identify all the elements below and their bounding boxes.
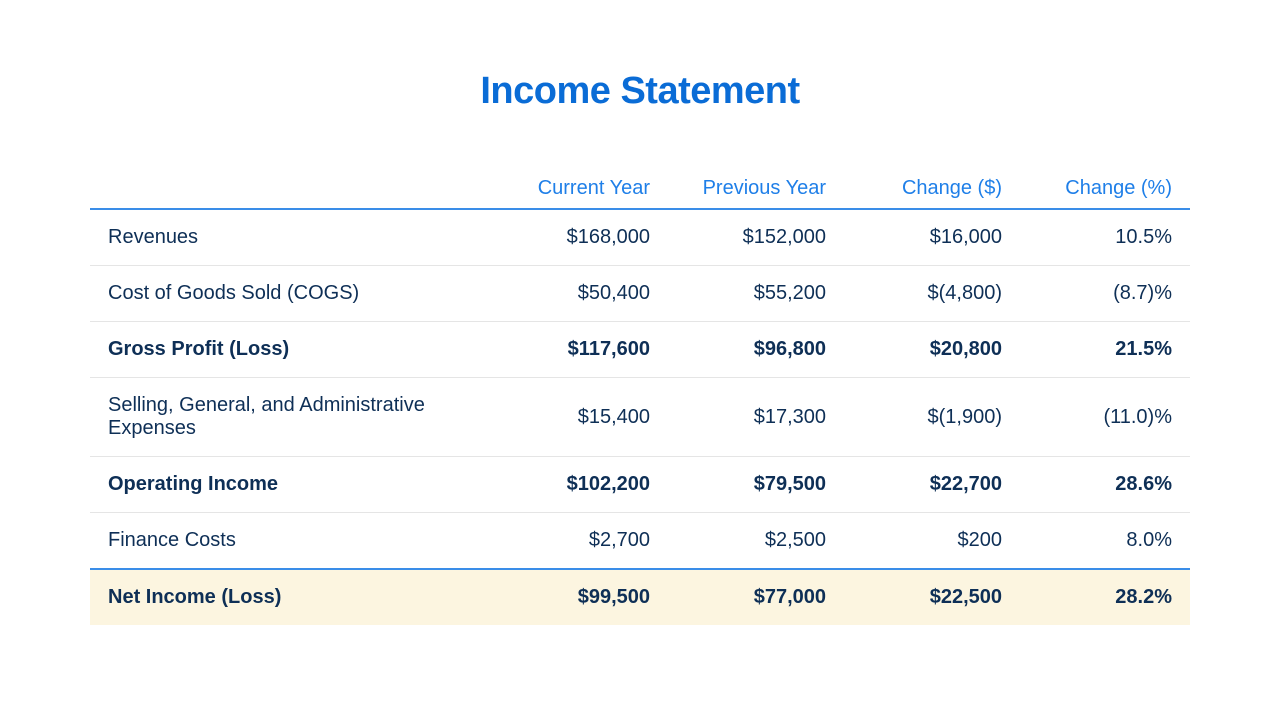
- cell-current: $168,000: [486, 209, 662, 266]
- cell-current: $50,400: [486, 266, 662, 322]
- cell-change-pct: 21.5%: [1014, 322, 1190, 378]
- row-label: Selling, General, and Administrative Exp…: [90, 378, 486, 457]
- col-header-empty: [90, 163, 486, 209]
- cell-change-dollar: $20,800: [838, 322, 1014, 378]
- cell-change-pct: 28.2%: [1014, 569, 1190, 625]
- cell-change-pct: 28.6%: [1014, 457, 1190, 513]
- table-row: Operating Income$102,200$79,500$22,70028…: [90, 457, 1190, 513]
- row-label: Revenues: [90, 209, 486, 266]
- cell-change-dollar: $22,700: [838, 457, 1014, 513]
- cell-previous: $77,000: [662, 569, 838, 625]
- cell-current: $117,600: [486, 322, 662, 378]
- row-label: Gross Profit (Loss): [90, 322, 486, 378]
- cell-change-pct: (8.7)%: [1014, 266, 1190, 322]
- table-row: Net Income (Loss)$99,500$77,000$22,50028…: [90, 569, 1190, 625]
- table-row: Revenues$168,000$152,000$16,00010.5%: [90, 209, 1190, 266]
- cell-change-dollar: $16,000: [838, 209, 1014, 266]
- cell-current: $15,400: [486, 378, 662, 457]
- row-label: Operating Income: [90, 457, 486, 513]
- cell-previous: $79,500: [662, 457, 838, 513]
- cell-change-dollar: $(1,900): [838, 378, 1014, 457]
- cell-current: $2,700: [486, 513, 662, 570]
- cell-current: $99,500: [486, 569, 662, 625]
- cell-change-dollar: $22,500: [838, 569, 1014, 625]
- table-row: Cost of Goods Sold (COGS)$50,400$55,200$…: [90, 266, 1190, 322]
- col-header-current: Current Year: [486, 163, 662, 209]
- income-statement-table: Current Year Previous Year Change ($) Ch…: [90, 163, 1190, 625]
- cell-previous: $17,300: [662, 378, 838, 457]
- cell-change-dollar: $(4,800): [838, 266, 1014, 322]
- cell-previous: $152,000: [662, 209, 838, 266]
- table-body: Revenues$168,000$152,000$16,00010.5%Cost…: [90, 209, 1190, 625]
- cell-change-pct: (11.0)%: [1014, 378, 1190, 457]
- col-header-previous: Previous Year: [662, 163, 838, 209]
- row-label: Finance Costs: [90, 513, 486, 570]
- table-row: Finance Costs$2,700$2,500$2008.0%: [90, 513, 1190, 570]
- cell-change-pct: 10.5%: [1014, 209, 1190, 266]
- cell-previous: $55,200: [662, 266, 838, 322]
- row-label: Cost of Goods Sold (COGS): [90, 266, 486, 322]
- cell-change-pct: 8.0%: [1014, 513, 1190, 570]
- cell-current: $102,200: [486, 457, 662, 513]
- page-title: Income Statement: [90, 70, 1190, 113]
- col-header-change-pct: Change (%): [1014, 163, 1190, 209]
- table-header-row: Current Year Previous Year Change ($) Ch…: [90, 163, 1190, 209]
- table-row: Selling, General, and Administrative Exp…: [90, 378, 1190, 457]
- cell-previous: $2,500: [662, 513, 838, 570]
- table-row: Gross Profit (Loss)$117,600$96,800$20,80…: [90, 322, 1190, 378]
- cell-previous: $96,800: [662, 322, 838, 378]
- cell-change-dollar: $200: [838, 513, 1014, 570]
- row-label: Net Income (Loss): [90, 569, 486, 625]
- col-header-change-dollar: Change ($): [838, 163, 1014, 209]
